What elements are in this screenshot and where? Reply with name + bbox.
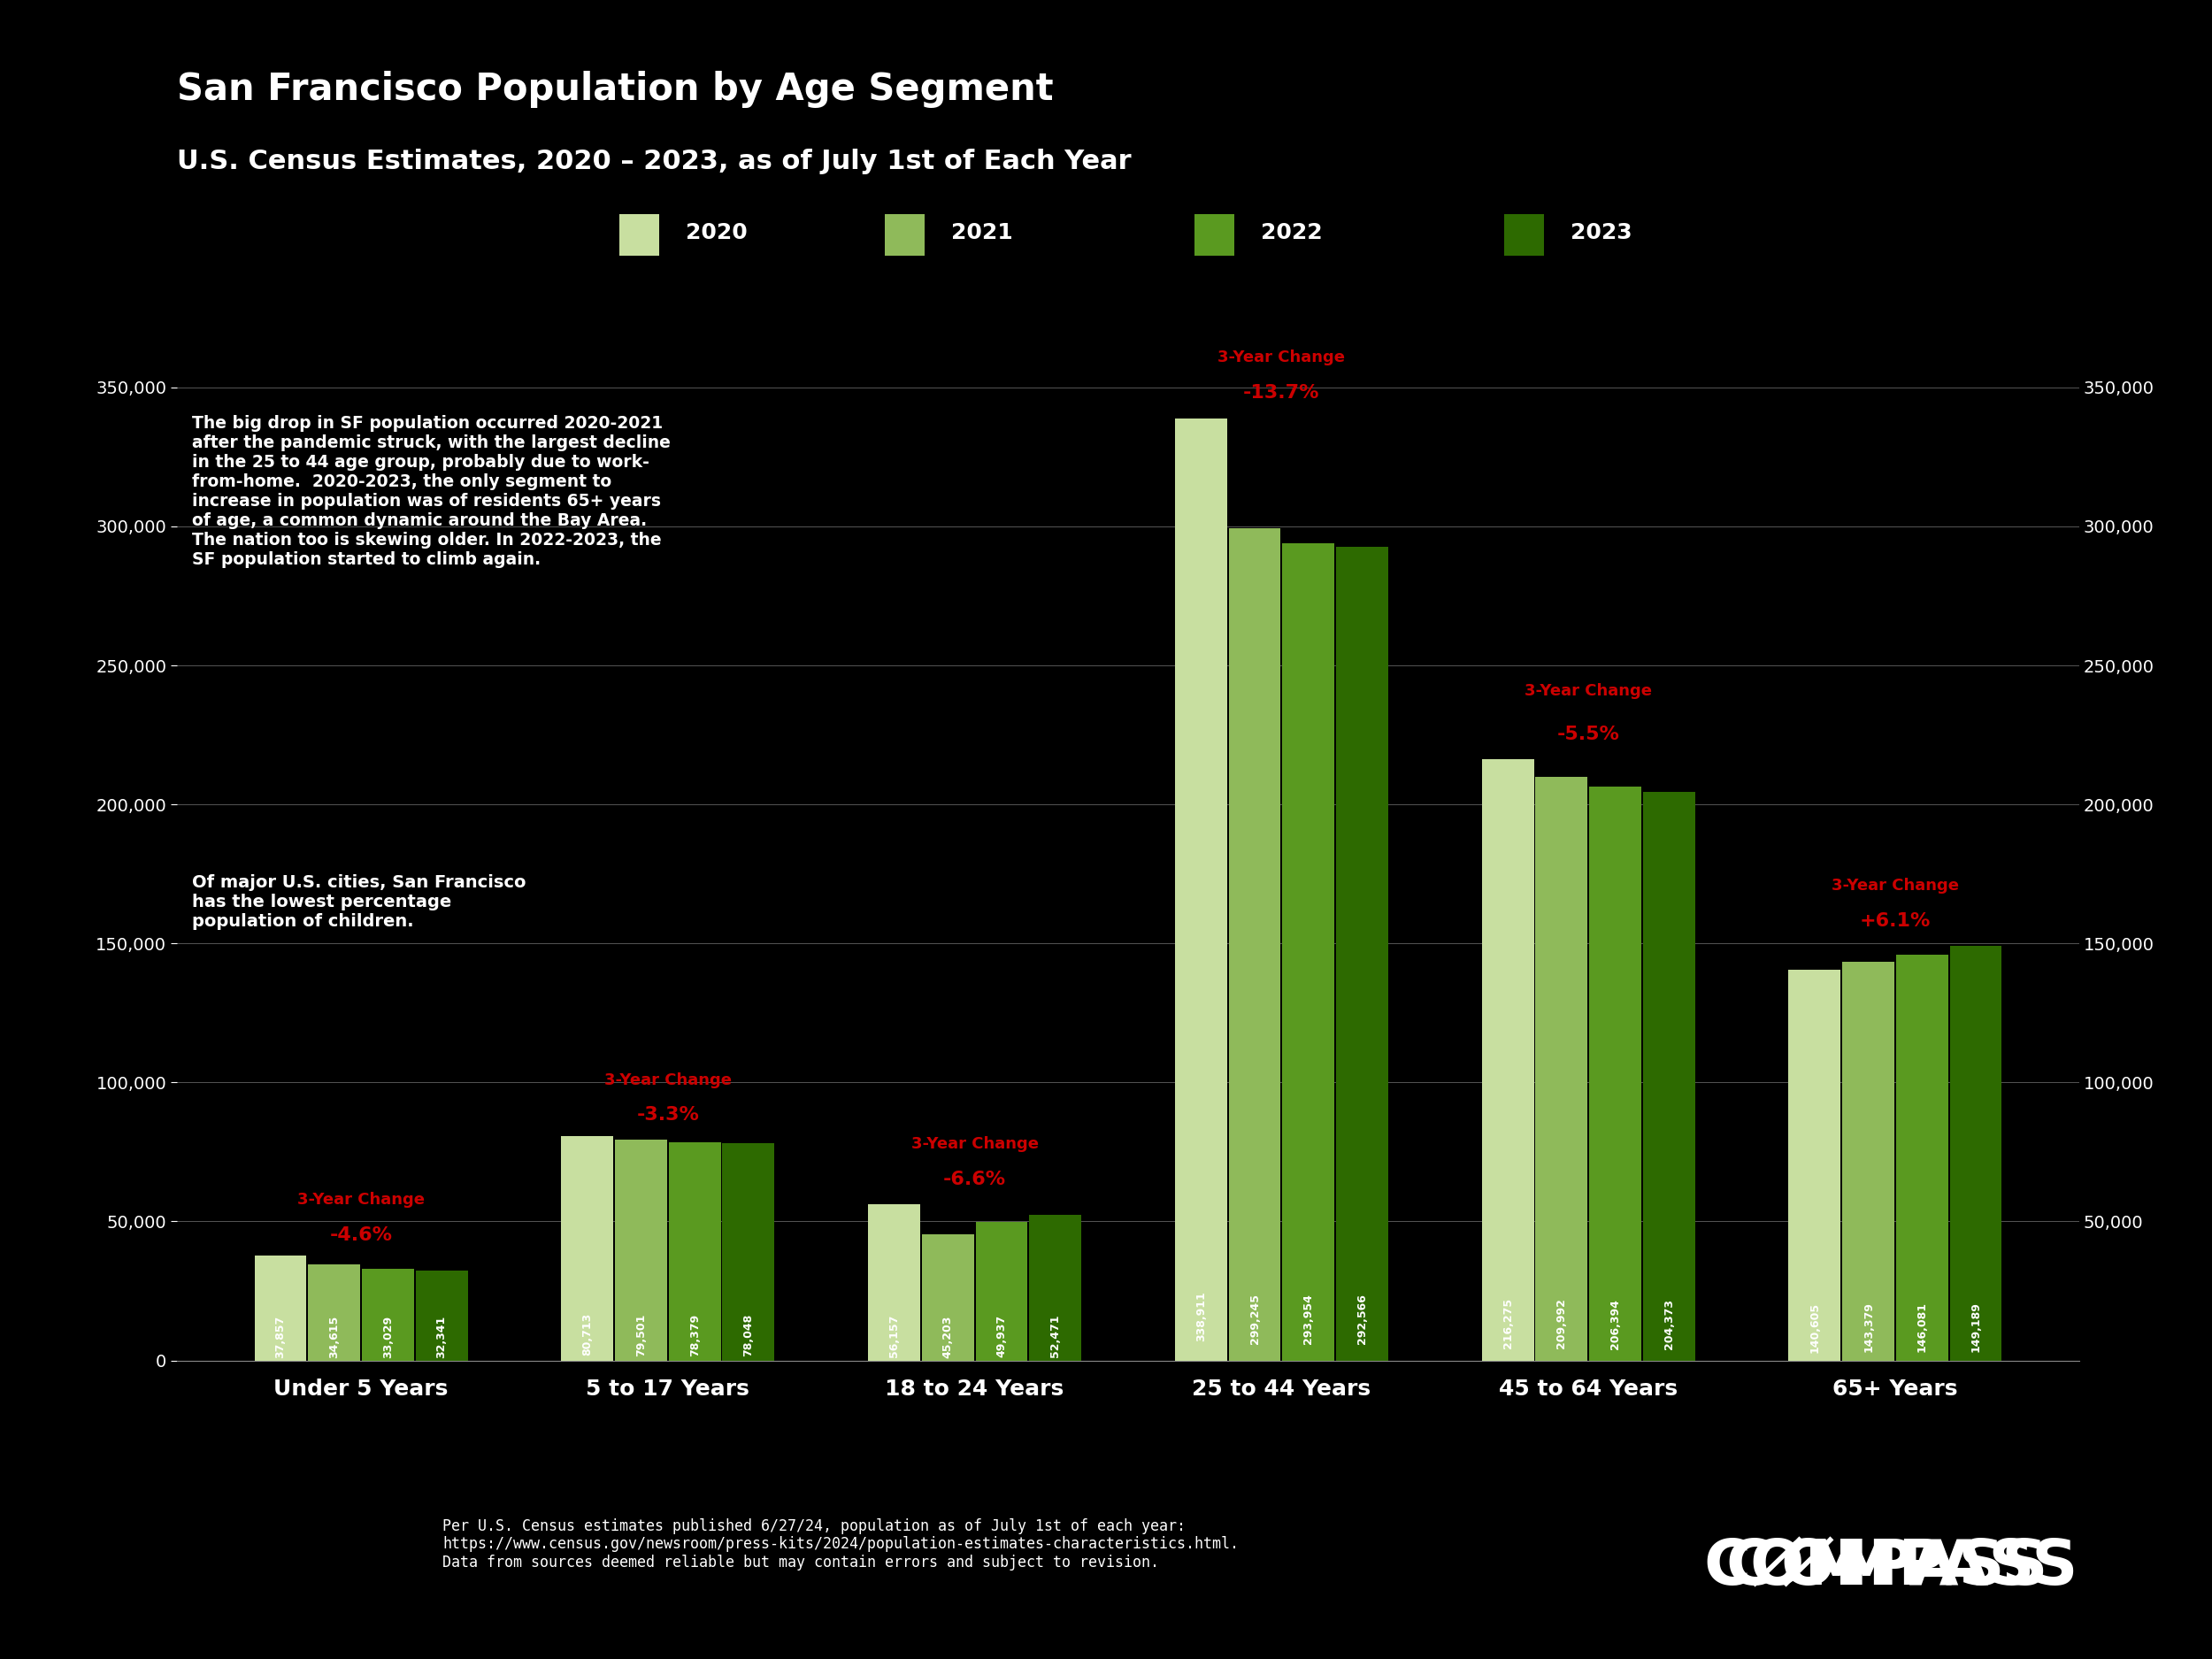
- Text: 56,157: 56,157: [889, 1314, 900, 1357]
- Text: 140,605: 140,605: [1809, 1302, 1820, 1352]
- Text: San Francisco Population by Age Segment: San Francisco Population by Age Segment: [177, 71, 1053, 108]
- Text: 216,275: 216,275: [1502, 1297, 1513, 1349]
- Bar: [1535, 776, 1588, 1360]
- Text: 2023: 2023: [1571, 222, 1632, 242]
- Text: -6.6%: -6.6%: [942, 1170, 1006, 1188]
- Text: -3.3%: -3.3%: [637, 1107, 699, 1125]
- Text: C: C: [1725, 1538, 1772, 1598]
- Text: 338,911: 338,911: [1194, 1291, 1208, 1342]
- Text: 293,954: 293,954: [1303, 1294, 1314, 1344]
- Bar: [1949, 946, 2002, 1360]
- Text: 3-Year Change: 3-Year Change: [1524, 684, 1652, 698]
- Bar: [867, 1204, 920, 1360]
- Text: 299,245: 299,245: [1250, 1294, 1261, 1344]
- Bar: [1175, 418, 1228, 1360]
- Bar: [922, 1234, 973, 1360]
- Bar: [254, 1256, 307, 1360]
- Text: 78,379: 78,379: [688, 1314, 701, 1355]
- Bar: [1336, 547, 1389, 1360]
- Text: -13.7%: -13.7%: [1243, 383, 1321, 401]
- Text: 52,471: 52,471: [1048, 1314, 1062, 1357]
- Text: 78,048: 78,048: [743, 1314, 754, 1355]
- Text: 3-Year Change: 3-Year Change: [1219, 350, 1345, 365]
- Bar: [723, 1143, 774, 1360]
- Text: 2020: 2020: [686, 222, 748, 242]
- Text: 149,189: 149,189: [1971, 1302, 1982, 1352]
- Bar: [1029, 1214, 1082, 1360]
- Text: The big drop in SF population occurred 2020-2021
after the pandemic struck, with: The big drop in SF population occurred 2…: [192, 415, 670, 569]
- Text: 33,029: 33,029: [383, 1316, 394, 1359]
- Bar: [1283, 542, 1334, 1360]
- Text: 204,373: 204,373: [1663, 1299, 1674, 1349]
- Text: 79,501: 79,501: [635, 1314, 646, 1355]
- Bar: [1790, 969, 1840, 1360]
- Bar: [1228, 529, 1281, 1360]
- Bar: [1482, 760, 1533, 1360]
- Text: 146,081: 146,081: [1916, 1302, 1929, 1352]
- Text: 80,713: 80,713: [582, 1314, 593, 1355]
- Text: 2022: 2022: [1261, 222, 1323, 242]
- Bar: [1896, 954, 1949, 1360]
- Text: U.S. Census Estimates, 2020 – 2023, as of July 1st of Each Year: U.S. Census Estimates, 2020 – 2023, as o…: [177, 149, 1130, 174]
- Text: 2021: 2021: [951, 222, 1013, 242]
- Bar: [363, 1269, 414, 1360]
- Text: 32,341: 32,341: [436, 1316, 447, 1359]
- Bar: [668, 1143, 721, 1360]
- Text: 3-Year Change: 3-Year Change: [296, 1191, 425, 1208]
- Bar: [416, 1271, 467, 1360]
- Text: 143,379: 143,379: [1863, 1302, 1874, 1352]
- Text: 206,394: 206,394: [1610, 1299, 1621, 1349]
- Text: +6.1%: +6.1%: [1860, 912, 1931, 929]
- Text: -4.6%: -4.6%: [330, 1226, 392, 1244]
- Text: 49,937: 49,937: [995, 1316, 1006, 1357]
- Text: 3-Year Change: 3-Year Change: [911, 1136, 1037, 1151]
- Bar: [307, 1264, 361, 1360]
- Text: 292,566: 292,566: [1356, 1294, 1367, 1344]
- Bar: [615, 1140, 668, 1360]
- Text: ØMPASS: ØMPASS: [1781, 1538, 2079, 1598]
- Bar: [1644, 793, 1694, 1360]
- Text: 3-Year Change: 3-Year Change: [1832, 878, 1960, 893]
- Text: 34,615: 34,615: [327, 1316, 341, 1359]
- Bar: [1588, 786, 1641, 1360]
- Text: -5.5%: -5.5%: [1557, 725, 1619, 743]
- Text: CØMPASS: CØMPASS: [1703, 1538, 2048, 1598]
- Text: 45,203: 45,203: [942, 1316, 953, 1357]
- Text: Of major U.S. cities, San Francisco
has the lowest percentage
population of chil: Of major U.S. cities, San Francisco has …: [192, 874, 526, 929]
- Text: 37,857: 37,857: [274, 1316, 285, 1359]
- Text: Per U.S. Census estimates published 6/27/24, population as of July 1st of each y: Per U.S. Census estimates published 6/27…: [442, 1518, 1239, 1571]
- Text: 209,992: 209,992: [1555, 1299, 1568, 1349]
- Text: 3-Year Change: 3-Year Change: [604, 1072, 732, 1088]
- Bar: [1843, 962, 1893, 1360]
- Bar: [975, 1221, 1029, 1360]
- Bar: [562, 1136, 613, 1360]
